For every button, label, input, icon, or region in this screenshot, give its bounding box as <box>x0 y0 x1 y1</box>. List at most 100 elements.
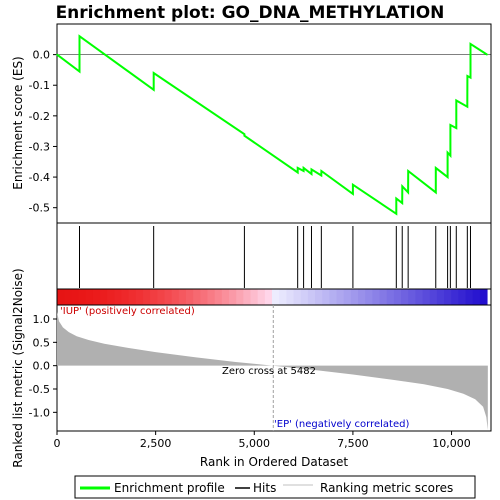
color-bar-segment <box>322 289 330 305</box>
color-bar-segment <box>344 289 352 305</box>
enrichment-profile-point <box>297 167 299 169</box>
positive-correlation-label: 'IUP' (positively correlated) <box>60 306 195 317</box>
color-bar-segment <box>129 289 137 305</box>
es-y-axis-label: Enrichment score (ES) <box>11 56 25 189</box>
color-bar-segment <box>272 289 280 305</box>
metric-y-tick-label: -1.0 <box>29 406 50 419</box>
es-y-tick-label: -0.5 <box>29 202 50 215</box>
es-y-tick-label: 0.0 <box>33 49 51 62</box>
color-bar-segment <box>415 289 423 305</box>
enrichment-profile-point <box>456 100 458 102</box>
color-bar-segment <box>179 289 187 305</box>
color-bar-segment <box>279 289 287 305</box>
color-bar-segment <box>458 289 466 305</box>
enrichment-profile-point <box>297 172 299 174</box>
enrichment-profile-point <box>435 192 437 194</box>
color-bar-segment <box>329 289 337 305</box>
color-bar-segment <box>136 289 144 305</box>
metric-y-tick-label: 1.0 <box>33 313 51 326</box>
enrichment-profile-point <box>153 89 155 91</box>
enrichment-profile-point <box>450 124 452 126</box>
rank-color-bar <box>57 289 488 305</box>
color-bar-segment <box>79 289 87 305</box>
color-bar-segment <box>408 289 416 305</box>
color-bar-segment <box>351 289 359 305</box>
color-bar-segment <box>236 289 244 305</box>
hits-panel <box>57 223 491 289</box>
enrichment-profile-point <box>244 133 246 135</box>
enrichment-profile-point <box>396 213 398 215</box>
color-bar-segment <box>143 289 151 305</box>
color-bar-segment <box>401 289 409 305</box>
x-tick-label: 0 <box>54 437 61 450</box>
es-y-tick-label: -0.3 <box>29 140 50 153</box>
enrichment-profile-point <box>303 170 305 172</box>
color-bar-segment <box>122 289 130 305</box>
legend-hits-label: Hits <box>253 481 276 495</box>
enrichment-profile-point <box>352 184 354 186</box>
color-bar-segment <box>480 289 488 305</box>
enrichment-profile-point <box>467 106 469 108</box>
enrichment-profile-point <box>303 167 305 169</box>
color-bar-segment <box>372 289 380 305</box>
x-tick-label: 5,000 <box>239 437 271 450</box>
enrichment-profile-point <box>435 167 437 169</box>
color-bar-segment <box>200 289 208 305</box>
negative-correlation-label: 'EP' (negatively correlated) <box>274 419 409 430</box>
x-tick-label: 7,500 <box>337 437 369 450</box>
metric-y-axis: 1.0 0.5 0.0 -0.5 -1.0 <box>29 313 57 419</box>
color-bar-segment <box>243 289 251 305</box>
color-bar-segment <box>308 289 316 305</box>
x-axis-label: Rank in Ordered Dataset <box>200 455 348 469</box>
metric-y-tick-label: 0.5 <box>33 336 51 349</box>
color-bar-segment <box>301 289 309 305</box>
color-bar-segment <box>172 289 180 305</box>
enrichment-profile-point <box>455 127 457 129</box>
es-y-tick-label: -0.1 <box>29 79 50 92</box>
enrichment-profile-point <box>401 185 403 187</box>
color-bar-segment <box>71 289 79 305</box>
enrichment-profile-point <box>311 173 313 175</box>
es-y-tick-label: -0.2 <box>29 110 50 123</box>
enrichment-profile-point <box>311 169 313 171</box>
color-bar-segment <box>315 289 323 305</box>
enrichment-profile-point <box>470 43 472 45</box>
enrichment-profile-point <box>321 170 323 172</box>
color-bar-segment <box>387 289 395 305</box>
color-bar-segment <box>251 289 259 305</box>
color-bar-segment <box>437 289 445 305</box>
color-bar-segment <box>394 289 402 305</box>
color-bar-segment <box>229 289 237 305</box>
metric-y-tick-label: -0.5 <box>29 383 50 396</box>
color-bar-segment <box>64 289 72 305</box>
color-bar-segment <box>208 289 216 305</box>
enrichment-profile-point <box>396 198 398 200</box>
chart-title: Enrichment plot: GO_DNA_METHYLATION <box>56 3 445 23</box>
color-bar-segment <box>444 289 452 305</box>
metric-y-axis-label: Ranked list metric (Signal2Noise) <box>11 268 25 467</box>
x-axis: 0 2,500 5,000 7,500 10,000 <box>54 431 471 450</box>
x-tick-label: 10,000 <box>432 437 471 450</box>
color-bar-segment <box>473 289 481 305</box>
color-bar-segment <box>358 289 366 305</box>
enrichment-profile-point <box>56 54 58 56</box>
color-bar-segment <box>286 289 294 305</box>
color-bar-segment <box>423 289 431 305</box>
enrichment-profile-point <box>244 135 246 137</box>
color-bar-segment <box>380 289 388 305</box>
es-y-axis: 0.0 -0.1 -0.2 -0.3 -0.4 -0.5 <box>29 49 57 215</box>
legend-profile-label: Enrichment profile <box>114 481 225 495</box>
color-bar-segment <box>107 289 115 305</box>
color-bar-segment <box>265 289 273 305</box>
enrichment-profile-point <box>321 175 323 177</box>
enrichment-profile-point <box>79 71 81 73</box>
color-bar-segment <box>222 289 230 305</box>
color-bar-segment <box>186 289 194 305</box>
enrichment-profile-point <box>450 155 452 157</box>
color-bar-segment <box>258 289 266 305</box>
color-bar-segment <box>451 289 459 305</box>
enrichment-profile-point <box>407 170 409 172</box>
enrichment-profile-point <box>470 77 472 79</box>
color-bar-segment <box>337 289 345 305</box>
